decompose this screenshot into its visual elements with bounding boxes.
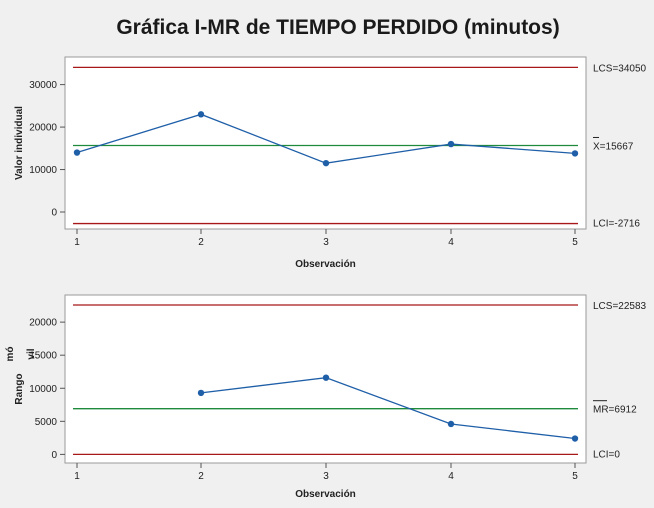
- panel1-control-limit-label: LCI=-2716: [593, 219, 640, 230]
- chart-title: Gráfica I-MR de TIEMPO PERDIDO (minutos): [116, 16, 559, 39]
- panel1-x-axis-label: Observación: [295, 259, 356, 270]
- panel1-x-tick-label: 5: [572, 237, 578, 248]
- panel2-y-axis-label-fragment: mó: [5, 347, 16, 362]
- panel1-data-point: [571, 150, 579, 157]
- panel2-x-tick-label: 4: [448, 471, 454, 482]
- panel1-y-tick-label: 30000: [29, 80, 57, 91]
- panel1-data-point: [73, 149, 81, 156]
- panel1-data-point: [197, 111, 205, 118]
- panel2-control-limit-label: LCI=0: [593, 449, 620, 460]
- panel2-series-line: [200, 377, 576, 440]
- panel1-control-limit-label: LCS=34050: [593, 63, 647, 74]
- panel1-x-tick-label: 1: [74, 237, 80, 248]
- panel1-y-tick-label: 0: [51, 208, 57, 219]
- panel1-y-tick-label: 10000: [29, 165, 57, 176]
- panel2-y-axis-label-fragment: vil: [26, 348, 37, 359]
- panel1-data-point: [447, 140, 455, 148]
- panel1-y-axis-label: Valor individual: [14, 106, 25, 180]
- panel2-x-tick-label: 3: [323, 471, 329, 482]
- panel2-data-point: [571, 435, 579, 442]
- panel2-y-axis-label: Rango: [14, 373, 25, 404]
- panel2-data-point: [447, 420, 455, 428]
- panel1-x-tick-label: 4: [448, 237, 454, 248]
- panel2-y-tick-label: 20000: [29, 318, 57, 329]
- panel2-y-tick-label: 10000: [29, 384, 57, 395]
- panel2-x-axis-label: Observación: [295, 489, 356, 500]
- panel2-data-point: [322, 374, 330, 381]
- panel2-data-point: [197, 389, 205, 397]
- panel1-y-tick-label: 20000: [29, 123, 57, 134]
- panel2-x-tick-label: 5: [572, 471, 578, 482]
- panel1-x-tick-label: 2: [198, 237, 204, 248]
- panel1-plot-area: [64, 56, 587, 230]
- panel2-y-tick-label: 5000: [35, 417, 58, 428]
- panel2-x-tick-label: 1: [74, 471, 80, 482]
- panel1-x-tick-label: 3: [323, 237, 329, 248]
- panel1-data-point: [322, 159, 330, 167]
- panel2-control-limit-label: MR=6912: [593, 405, 637, 416]
- panel1-control-limit-label: X=15667: [593, 141, 634, 152]
- panel2-y-tick-label: 15000: [29, 351, 57, 362]
- panel2-control-limit-label: LCS=22583: [593, 301, 647, 312]
- panel2-x-tick-label: 2: [198, 471, 204, 482]
- panel2-y-tick-label: 0: [51, 450, 57, 461]
